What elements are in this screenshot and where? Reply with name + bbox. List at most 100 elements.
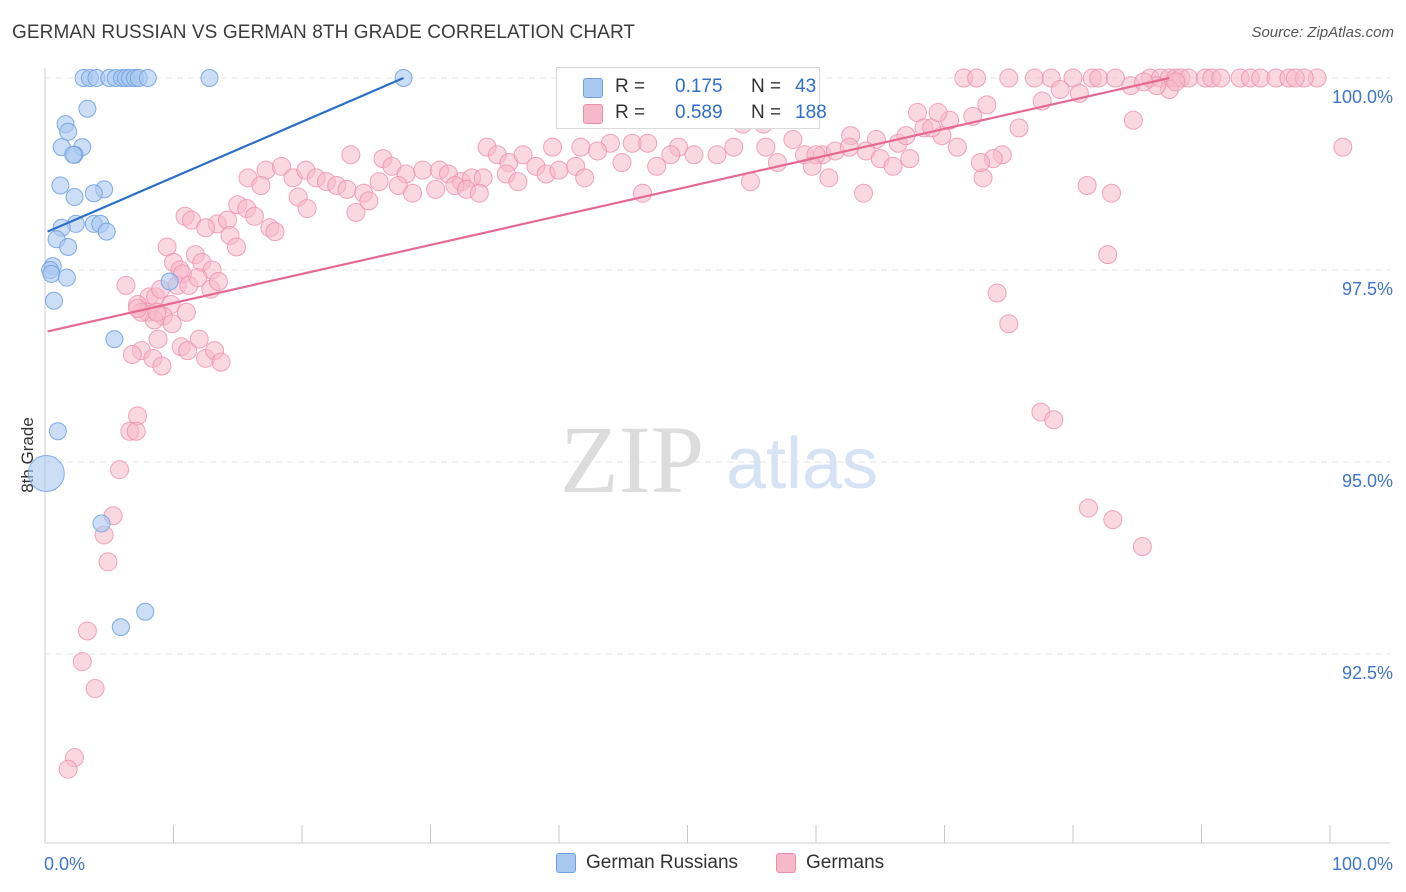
germans-point	[208, 272, 228, 292]
germans-point	[977, 95, 997, 115]
legend-r-value: 0.589	[675, 102, 723, 123]
germans-point	[346, 202, 366, 222]
legend-r-label: R =	[615, 76, 646, 97]
germans-point	[1098, 245, 1118, 265]
bottom-legend-label: German Russians	[586, 852, 739, 873]
german-russians-trend-line	[47, 76, 404, 233]
germans-point	[707, 145, 727, 165]
bottom-legend-swatch-pink	[776, 853, 796, 873]
germans-point	[970, 152, 990, 172]
germans-point	[1102, 183, 1122, 203]
germans-point	[1103, 510, 1123, 530]
germans-point	[148, 329, 168, 349]
germans-point	[1077, 176, 1097, 196]
germans-point	[1009, 118, 1029, 138]
german-russians-point	[27, 455, 65, 493]
legend-n-label: N =	[751, 76, 782, 97]
legend-r-value: 0.175	[675, 76, 723, 97]
german-russians-points	[27, 69, 413, 637]
germans-point	[612, 152, 632, 172]
germans-point	[647, 156, 667, 176]
y-tick-label: 97.5%	[1342, 279, 1393, 299]
german-russians-point	[136, 602, 155, 621]
germans-point	[928, 103, 948, 123]
germans-point	[1166, 72, 1186, 92]
watermark: ZIP atlas	[560, 406, 878, 513]
germans-points	[58, 68, 1353, 779]
german-russians-point	[105, 330, 124, 349]
germans-point	[1089, 68, 1109, 88]
bottom-legend-label: Germans	[806, 852, 885, 873]
german-russians-point	[65, 188, 84, 207]
germans-point	[819, 168, 839, 188]
german-russians-point	[44, 291, 63, 310]
germans-point	[549, 160, 569, 180]
germans-point	[128, 298, 148, 318]
german-russians-point	[92, 514, 111, 533]
germans-point	[740, 172, 760, 192]
legend-swatch-blue	[583, 78, 603, 98]
tick-labels: 92.5% 95.0% 97.5% 100.0% 0.0% 100.0%	[44, 87, 1393, 874]
germans-point	[297, 199, 317, 219]
germans-point	[359, 191, 379, 211]
germans-point	[1024, 68, 1044, 88]
german-russians-point	[48, 422, 67, 441]
germans-point	[341, 145, 361, 165]
germans-point	[1211, 68, 1231, 88]
germans-point	[508, 172, 528, 192]
germans-point	[987, 283, 1007, 303]
germans-point	[967, 68, 987, 88]
german-russians-point	[51, 176, 70, 195]
chart-title: GERMAN RUSSIAN VS GERMAN 8TH GRADE CORRE…	[12, 22, 636, 43]
watermark-zip: ZIP	[560, 406, 704, 513]
germans-point	[188, 268, 208, 288]
germans-point	[426, 179, 446, 199]
germans-point	[178, 341, 198, 361]
germans-point	[999, 314, 1019, 334]
german-russians-point	[138, 69, 157, 87]
legend-swatch-pink	[583, 104, 603, 124]
german-russians-point	[59, 237, 78, 256]
german-russians-point	[97, 222, 116, 241]
x-tick-label-max: 100.0%	[1332, 854, 1393, 874]
bottom-legend-swatch-blue	[556, 853, 576, 873]
germans-point	[588, 141, 608, 161]
german-russians-point	[57, 268, 76, 287]
germans-trend-line	[47, 76, 1170, 333]
legend-r-label: R =	[615, 102, 646, 123]
watermark-atlas: atlas	[726, 424, 878, 504]
germans-point	[756, 137, 776, 157]
germans-point	[684, 145, 704, 165]
germans-point	[900, 149, 920, 169]
germans-point	[513, 145, 533, 165]
germans-point	[1333, 137, 1353, 157]
germans-point	[251, 176, 271, 196]
germans-point	[116, 275, 136, 295]
germans-point	[839, 137, 859, 157]
stats-legend: R = 0.175 N = 43 R = 0.589 N = 188	[556, 67, 827, 129]
germans-point	[244, 206, 264, 226]
german-russians-point	[78, 99, 97, 118]
germans-point	[1123, 110, 1143, 130]
german-russians-point	[200, 69, 219, 87]
germans-point	[271, 156, 291, 176]
legend-n-value: 188	[795, 102, 827, 123]
germans-point	[58, 759, 78, 779]
source-label: Source: ZipAtlas.com	[1251, 24, 1394, 41]
german-russians-point	[59, 122, 78, 141]
grid-lines	[45, 77, 1390, 655]
germans-point	[1078, 498, 1098, 518]
german-russians-point	[84, 184, 103, 203]
germans-point	[661, 145, 681, 165]
germans-point	[854, 183, 874, 203]
germans-point	[543, 137, 563, 157]
german-russians-point	[42, 264, 61, 283]
germans-point	[783, 129, 803, 149]
germans-point	[337, 179, 357, 199]
germans-point	[1044, 410, 1064, 430]
german-russians-point	[64, 145, 83, 164]
germans-point	[72, 652, 92, 672]
trend-lines	[47, 76, 1170, 333]
german-russians-point	[111, 618, 130, 637]
